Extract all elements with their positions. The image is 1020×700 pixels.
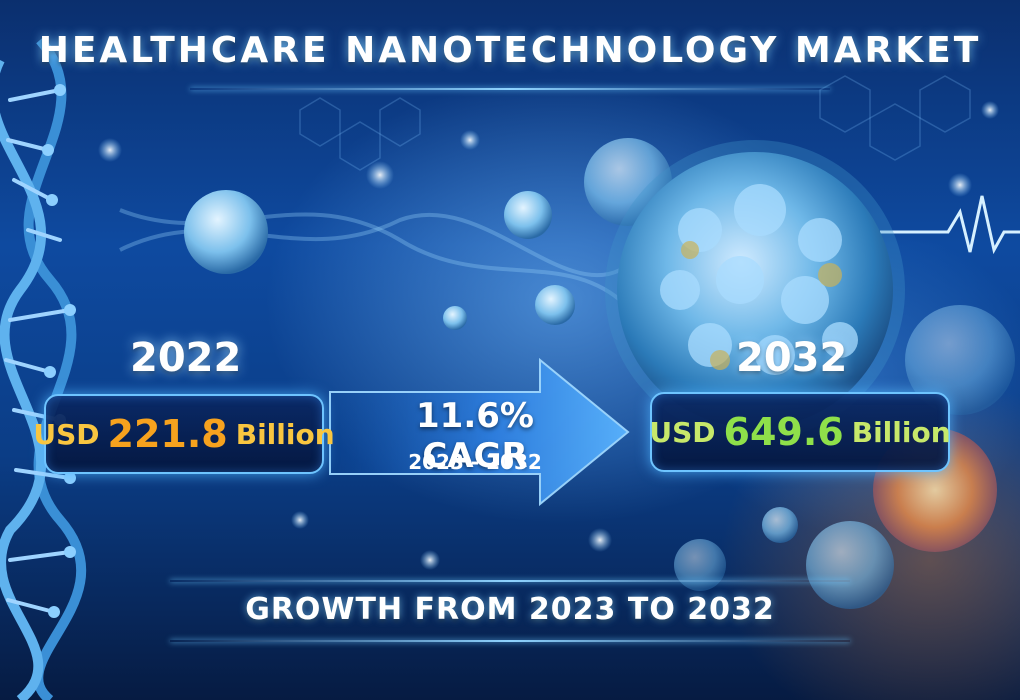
footer-caption: GROWTH FROM 2023 TO 2032 xyxy=(245,592,775,627)
start-year: 2022 xyxy=(130,335,242,381)
hexagon-grid xyxy=(299,75,971,171)
end-unit: Billion xyxy=(851,415,951,449)
footer-divider-bottom xyxy=(170,640,850,642)
dna-helix-icon xyxy=(0,36,87,700)
nanoparticle-icon xyxy=(184,138,1015,609)
cagr-label: 11.6% CAGR xyxy=(416,396,534,476)
start-currency: USD xyxy=(33,417,100,451)
heartbeat-line-icon xyxy=(880,195,1020,255)
title-divider xyxy=(190,88,830,90)
cagr-period: 2023 - 2032 xyxy=(408,450,542,474)
start-value: 221.8 xyxy=(107,412,228,456)
start-value-badge: USD 221.8 Billion xyxy=(33,394,335,474)
arrow-right-icon xyxy=(329,357,630,507)
glow-dots xyxy=(98,101,999,570)
footer-divider-top xyxy=(170,580,850,582)
end-year: 2032 xyxy=(736,335,848,381)
end-value-badge: USD 649.6 Billion xyxy=(649,392,951,472)
virus-particle-icon xyxy=(605,140,905,440)
end-value: 649.6 xyxy=(723,410,844,454)
end-currency: USD xyxy=(649,415,716,449)
start-unit: Billion xyxy=(235,417,335,451)
page-title: HEALTHCARE NANOTECHNOLOGY MARKET xyxy=(38,30,982,71)
